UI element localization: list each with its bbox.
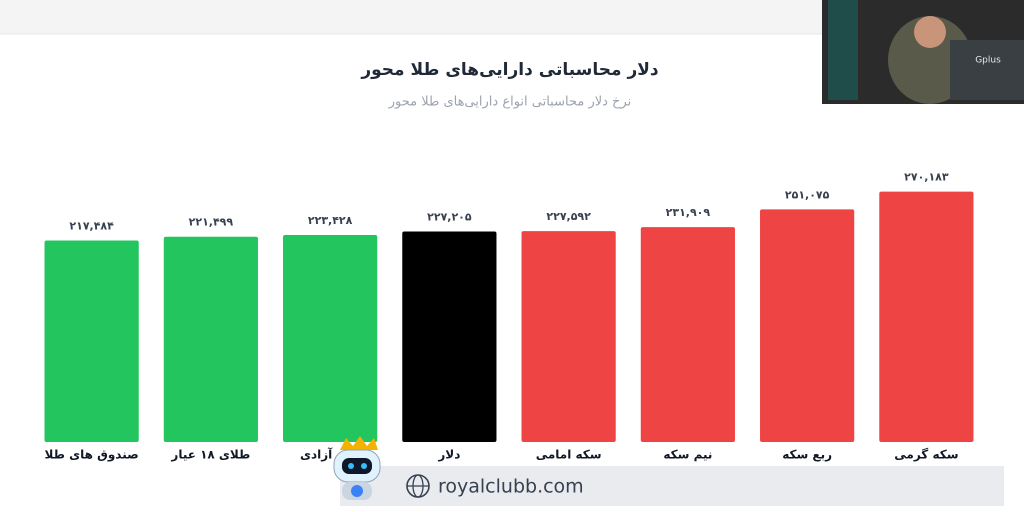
bar: [521, 231, 616, 442]
value-label: ۲۲۱,۴۹۹: [189, 216, 234, 229]
x-tick-label: سکه گرمی: [894, 448, 958, 462]
value-label: ۲۷۰,۱۸۳: [904, 171, 949, 184]
bar: [640, 227, 735, 442]
bar: [402, 231, 497, 442]
value-label: ۲۲۷,۵۹۲: [546, 210, 591, 223]
x-tick-label: ربع سکه: [782, 448, 832, 462]
value-label: ۲۵۱,۰۷۵: [785, 188, 830, 201]
bar: [760, 209, 855, 442]
value-label: ۲۲۳,۴۲۸: [308, 214, 353, 227]
webcam-monitor: [950, 40, 1024, 100]
x-tick-label: نیم سکه: [663, 448, 712, 462]
x-tick-label: دلار: [437, 448, 460, 462]
bar: [879, 191, 974, 442]
value-label: ۲۱۷,۴۸۴: [69, 219, 114, 232]
chart-title: دلار محاسباتی دارایی‌های طلا محور: [360, 60, 659, 80]
mascot: [333, 436, 381, 500]
bar: [44, 240, 139, 442]
watermark-bar: [340, 466, 1004, 506]
chart-subtitle: نرخ دلار محاسباتی انواع دارایی‌های طلا م…: [388, 95, 632, 110]
value-label: ۲۳۱,۹۰۹: [666, 206, 711, 219]
bar: [283, 234, 378, 442]
bar: [163, 236, 258, 442]
watermark-text: royalclubb.com: [438, 476, 584, 498]
value-label: ۲۲۷,۲۰۵: [427, 210, 472, 223]
webcam-face: [914, 16, 946, 48]
bars: ۲۱۷,۴۸۴ صندوق های طلا ۲۲۱,۴۹۹ طلای ۱۸ عیار ۲…: [45, 171, 974, 463]
webcam-banner: [828, 0, 858, 100]
x-tick-label: صندوق های طلا: [45, 448, 139, 463]
webcam-text: Gplus: [975, 56, 1001, 66]
x-tick-label: طلای ۱۸ عیار: [170, 448, 250, 462]
x-tick-label: سکه امامی: [536, 448, 602, 462]
